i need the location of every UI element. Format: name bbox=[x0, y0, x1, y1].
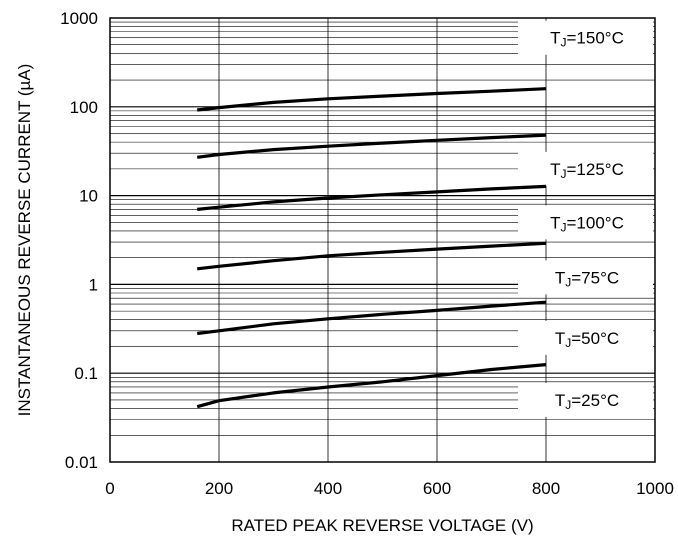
y-tick-label: 0.1 bbox=[74, 364, 98, 383]
x-tick-label: 1000 bbox=[636, 479, 674, 498]
x-tick-label: 800 bbox=[532, 479, 560, 498]
series-labels: TJ=150°C TJ=125°C TJ=100°C TJ=75°C TJ=50°C TJ… bbox=[550, 29, 624, 412]
series-line-1 bbox=[196, 133, 547, 159]
series-line-3 bbox=[197, 241, 547, 271]
series-label-background bbox=[518, 205, 653, 240]
series-label-background bbox=[518, 260, 653, 295]
y-tick-label: 100 bbox=[70, 98, 98, 117]
series-label: TJ=125°C bbox=[550, 160, 624, 181]
series-label-background bbox=[518, 382, 653, 417]
series-line-5 bbox=[196, 363, 547, 409]
series-line-0 bbox=[197, 87, 547, 112]
x-tick-label: 200 bbox=[205, 479, 233, 498]
series-label: TJ=25°C bbox=[555, 391, 619, 412]
series-label: TJ=100°C bbox=[550, 213, 624, 234]
x-tick-label: 600 bbox=[423, 479, 451, 498]
tick-labels: 0 200 400 600 800 1000 0.01 0.1 1 10 100 1000 bbox=[60, 9, 674, 498]
series-line-2 bbox=[197, 184, 547, 211]
series-lines bbox=[196, 87, 547, 409]
series-line-4 bbox=[197, 300, 547, 336]
y-tick-label: 1 bbox=[89, 275, 98, 294]
y-tick-label: 1000 bbox=[60, 9, 98, 28]
series-label-backgrounds bbox=[518, 20, 653, 417]
y-axis-title: INSTANTANEOUS REVERSE CURRENT (µA) bbox=[15, 64, 34, 417]
y-tick-label: 0.01 bbox=[65, 453, 98, 472]
series-label: TJ=75°C bbox=[555, 268, 619, 289]
series-label-background bbox=[518, 320, 653, 355]
series-label: TJ=150°C bbox=[550, 29, 624, 50]
series-label-background bbox=[518, 20, 653, 55]
x-tick-label: 0 bbox=[105, 479, 114, 498]
x-axis-title: RATED PEAK REVERSE VOLTAGE (V) bbox=[231, 516, 533, 535]
y-tick-label: 10 bbox=[79, 187, 98, 206]
series-label-background bbox=[518, 151, 653, 186]
x-tick-label: 400 bbox=[314, 479, 342, 498]
series-label: TJ=50°C bbox=[555, 329, 619, 350]
plot-frame bbox=[109, 17, 656, 463]
